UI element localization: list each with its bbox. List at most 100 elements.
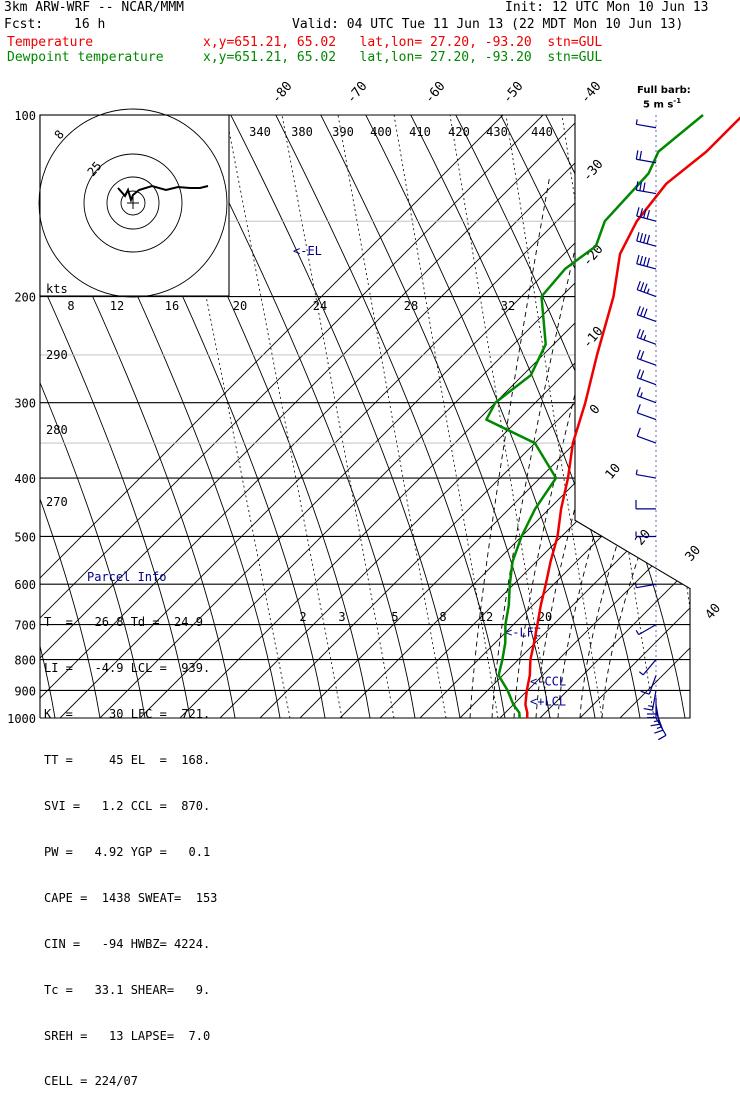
wind-barb (636, 404, 657, 421)
mixing-ratio-line (393, 115, 499, 718)
isotherm-line (59, 115, 664, 718)
valid-time: Valid: 04 UTC Tue 11 Jun 13 (22 MDT Mon … (292, 17, 684, 32)
pressure-tick-label: 1000 (7, 712, 36, 726)
dry-adiabat-line (379, 115, 641, 718)
isotherm-label: 0 (587, 402, 604, 418)
dry-adiabat-line (244, 115, 506, 718)
hodograph-unit-label: kts (46, 282, 68, 296)
mixing-ratio-label: 8 (439, 610, 446, 624)
isotherm-label: 30 (683, 543, 705, 565)
dry-adiabat-line (0, 55, 10, 718)
theta-label: 440 (531, 125, 553, 139)
theta-label: 410 (409, 125, 431, 139)
dry-adiabat-line (40, 115, 146, 718)
mixing-ratio-label: 32 (501, 299, 515, 313)
mixing-ratio-line (337, 115, 447, 718)
mixing-ratio-label: 12 (479, 610, 493, 624)
barb-key-exponent: -1 (673, 97, 682, 105)
wind-barb (635, 469, 657, 479)
dewpoint-profile (485, 114, 704, 719)
hodograph-ring (106, 176, 160, 230)
moist-adiabat-line (579, 174, 690, 718)
theta-label: 340 (249, 125, 271, 139)
isotherm-line (40, 115, 624, 718)
parcel-row: T = 26.8 Td = 24.9 (44, 615, 203, 630)
theta-label: 380 (291, 125, 313, 139)
dry-adiabat-line (40, 115, 101, 718)
level-marker-ccl: <-CCL (530, 675, 566, 689)
pressure-tick-label: 800 (14, 654, 36, 668)
isotherm-line (619, 115, 690, 718)
pressure-tick-label: 100 (14, 109, 36, 123)
wind-barb (635, 499, 656, 510)
mixing-ratio-label: 24 (313, 299, 327, 313)
parcel-info-title: Parcel Info (87, 569, 167, 584)
mixing-ratio-line (561, 115, 655, 718)
isotherm-label: -70 (344, 79, 371, 107)
parcel-row: K = 30 LFC = 721. (44, 707, 211, 722)
wind-barb (636, 254, 657, 270)
isotherm-label: 10 (603, 461, 625, 483)
parcel-row: CELL = 224/07 (44, 1074, 138, 1089)
dry-adiabat-line (40, 115, 236, 718)
dry-adiabat-label: 270 (46, 495, 68, 509)
wind-barb (636, 387, 657, 404)
mixing-ratio-label: 8 (67, 299, 74, 313)
wind-barbs (634, 115, 667, 740)
wind-barb (635, 531, 656, 538)
barb-key-value: 5 m s (643, 99, 674, 111)
theta-label: 430 (486, 125, 508, 139)
dewpoint-location: x,y=651.21, 65.02 lat,lon= 27.20, -93.20… (203, 50, 603, 65)
isotherm-line (40, 115, 504, 718)
parcel-info-panel: Parcel Info T = 26.8 Td = 24.9 LI = -4.9… (44, 539, 217, 1105)
mixing-ratio-label: 20 (233, 299, 247, 313)
isotherm-label: -60 (422, 79, 449, 107)
pressure-tick-label: 200 (14, 291, 36, 305)
isotherm-label: 40 (703, 601, 725, 623)
mixing-ratio-line (225, 115, 343, 718)
pressure-tick-label: 300 (14, 397, 36, 411)
wind-barb (640, 675, 657, 695)
moist-adiabat-line (535, 174, 677, 718)
wind-barb (636, 349, 657, 366)
isotherm-label: -40 (578, 79, 605, 107)
hodograph-trace (117, 184, 209, 204)
dry-adiabat-line (289, 115, 551, 718)
wind-barb (636, 305, 657, 323)
pressure-tick-label: 600 (14, 578, 36, 592)
wind-barb (636, 369, 657, 386)
pressure-tick-label: 400 (14, 472, 36, 486)
isotherm-line (219, 115, 690, 718)
wind-barb (635, 119, 657, 129)
wind-barb (636, 427, 657, 444)
barb-key-title: Full barb: (637, 85, 691, 96)
isotherm-line (459, 115, 690, 718)
mixing-ratio-label: 28 (404, 299, 418, 313)
moist-adiabat-line (601, 174, 690, 718)
parcel-row: LI = -4.9 LCL = 939. (44, 661, 211, 676)
hodograph-ring (83, 153, 183, 253)
wind-barb (636, 281, 657, 298)
moist-adiabat-line (491, 174, 593, 718)
dewpoint-legend: Dewpoint temperature (7, 50, 164, 65)
isotherm-label: -80 (269, 79, 296, 107)
wind-barb (647, 697, 657, 719)
isotherm-line (379, 115, 690, 718)
isotherm-line (419, 115, 690, 718)
wind-barb (636, 232, 657, 247)
dry-adiabat-line (199, 115, 461, 718)
isotherm-label: -50 (500, 79, 527, 107)
theta-label: 400 (370, 125, 392, 139)
wind-barb (636, 207, 657, 222)
temperature-legend: Temperature (7, 35, 94, 50)
level-marker-el: <-EL (293, 244, 322, 258)
level-marker-lcl: <+LCL (530, 695, 566, 709)
isotherm-line (40, 115, 584, 718)
isotherm-line (499, 115, 690, 718)
parcel-row: SREH = 13 LAPSE= 7.0 (44, 1028, 211, 1043)
wind-barb (635, 624, 657, 636)
level-marker-lfc: <-LFC (505, 625, 541, 639)
model-title: 3km ARW-WRF -- NCAR/MMM (4, 0, 185, 15)
hodograph-box (39, 114, 230, 297)
